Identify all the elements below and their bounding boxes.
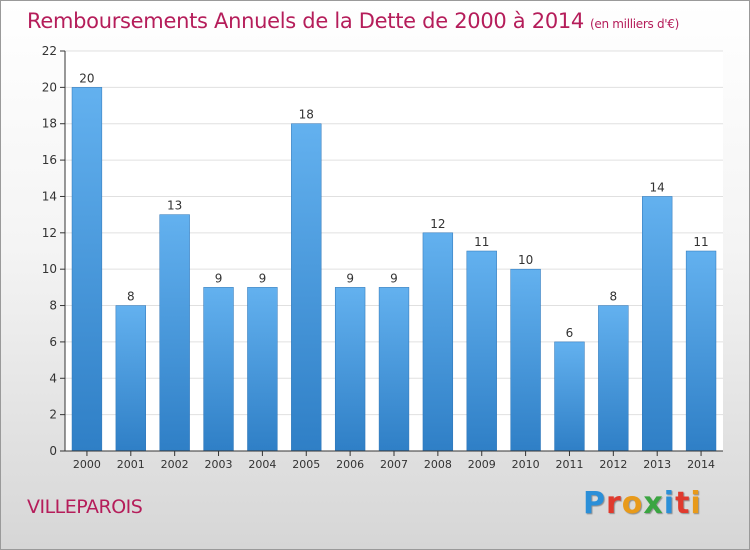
y-tick-label: 10	[42, 262, 57, 276]
bar-2004	[247, 287, 278, 452]
logo-letter: o	[621, 486, 644, 521]
x-tick-label-2008: 2008	[424, 458, 452, 471]
proxiti-logo: Proxiti	[583, 486, 702, 521]
data-label-2009: 11	[474, 235, 489, 249]
bar-2007	[378, 287, 410, 452]
bar-2009	[466, 250, 497, 452]
y-tick-label: 20	[42, 80, 57, 94]
x-tick-label-2011: 2011	[555, 458, 583, 471]
data-label-2002: 13	[167, 199, 182, 213]
y-tick-label: 12	[42, 226, 57, 240]
x-tick-label-2013: 2013	[643, 458, 671, 471]
x-tick-label-2007: 2007	[380, 458, 408, 471]
x-tick-labels: 2000 2001 2002 2003 2004 2005 2006 2007 2008 2009…	[73, 458, 715, 471]
unit-label: (en milliers d'€)	[590, 17, 680, 31]
x-tick-label-2005: 2005	[292, 458, 320, 471]
y-tick-label: 4	[49, 371, 57, 385]
data-label-2013: 14	[650, 180, 665, 194]
data-labels: 20 8 13 9 9 18 9 9 12 11 10 6 8 14 11	[79, 71, 708, 340]
bar-2011	[554, 341, 585, 452]
bar-2008	[422, 232, 454, 452]
bar-2006	[334, 287, 366, 452]
commune-name: VILLEPAROIS	[27, 496, 143, 518]
y-tick-label: 0	[49, 444, 57, 458]
x-tick-label-2000: 2000	[73, 458, 101, 471]
x-tick-label-2003: 2003	[205, 458, 233, 471]
data-label-2012: 8	[610, 290, 618, 304]
y-tick-label: 16	[42, 153, 57, 167]
data-label-2006: 9	[346, 271, 354, 285]
logo-letter: i	[690, 486, 702, 521]
data-label-2007: 9	[390, 271, 398, 285]
x-tick-label-2014: 2014	[687, 458, 715, 471]
data-label-2014: 11	[693, 235, 708, 249]
y-tick-label: 2	[49, 408, 57, 422]
axes	[60, 50, 723, 456]
y-tick-label: 8	[49, 299, 57, 313]
x-tick-label-2006: 2006	[336, 458, 364, 471]
data-label-2000: 20	[79, 71, 94, 85]
data-label-2008: 12	[430, 217, 445, 231]
logo-letter: i	[663, 486, 676, 521]
data-label-2011: 6	[566, 326, 574, 340]
data-label-2010: 10	[518, 253, 533, 267]
x-tick-label-2001: 2001	[117, 458, 145, 471]
bar-2005	[291, 123, 322, 452]
x-tick-label-2009: 2009	[468, 458, 496, 471]
y-tick-label: 22	[42, 44, 57, 58]
x-tick-label-2010: 2010	[512, 458, 540, 471]
data-label-2003: 9	[215, 271, 223, 285]
x-tick-label-2012: 2012	[599, 458, 627, 471]
x-tick-label-2004: 2004	[248, 458, 276, 471]
y-tick-label: 14	[42, 189, 57, 203]
chart-title: Remboursements Annuels de la Dette de 20…	[27, 9, 679, 33]
bar-2003	[203, 287, 234, 452]
bar-2013	[642, 196, 673, 452]
logo-letter: x	[643, 486, 664, 521]
bar-2002	[159, 214, 190, 452]
logo-letter: P	[583, 486, 606, 521]
data-label-2005: 18	[299, 108, 314, 122]
data-label-2004: 9	[259, 271, 267, 285]
bar-2012	[598, 305, 629, 452]
bar-2010	[510, 268, 541, 452]
logo-letter: t	[675, 486, 691, 521]
y-tick-label: 6	[49, 335, 57, 349]
bar-2014	[685, 250, 717, 452]
y-tick-label: 18	[42, 117, 57, 131]
logo-letter: r	[606, 486, 622, 521]
bar-2001	[115, 305, 146, 452]
data-label-2001: 8	[127, 290, 135, 304]
x-tick-label-2002: 2002	[161, 458, 189, 471]
title-text: Remboursements Annuels de la Dette de 20…	[27, 9, 584, 33]
bar-2000	[71, 87, 103, 452]
y-tick-labels: 0 2 4 6 8 10 12 14 16 18 20 22	[42, 44, 57, 458]
